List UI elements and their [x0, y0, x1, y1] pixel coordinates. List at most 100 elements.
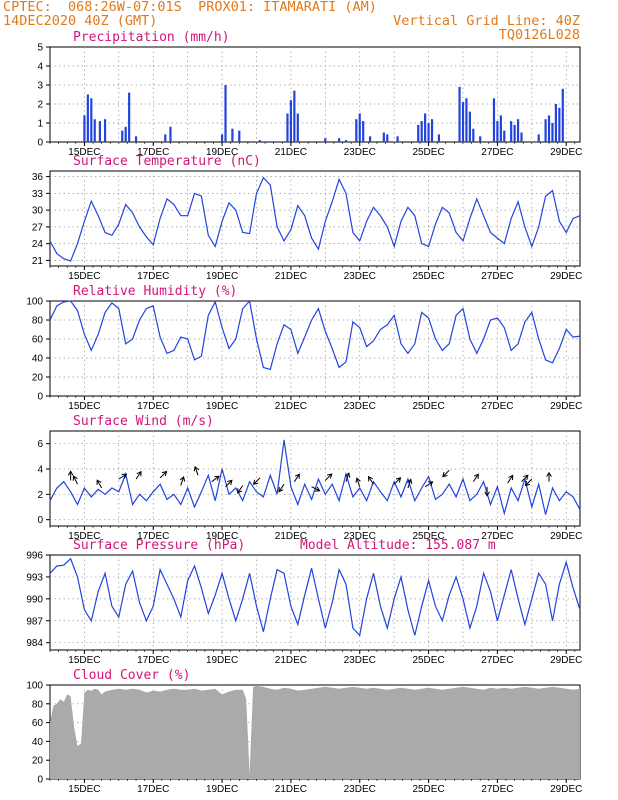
- wind-arrow-shaft: [442, 469, 450, 477]
- y-tick-label: 80: [32, 699, 44, 710]
- precip-bar: [424, 113, 427, 142]
- precip-bar: [231, 128, 234, 142]
- wind-arrow-head: [484, 491, 490, 497]
- precip-bar: [98, 121, 102, 142]
- x-tick-label: 29DEC: [550, 401, 582, 412]
- wind-arrow-head: [523, 474, 529, 480]
- precip-bar: [461, 102, 465, 142]
- wind-arrow-shaft: [237, 485, 244, 494]
- y-tick-label: 60: [32, 335, 44, 346]
- wind-arrow-head: [96, 479, 102, 485]
- panel-title: Cloud Cover (%): [73, 668, 190, 683]
- y-tick-label: 6: [37, 439, 43, 450]
- wind-arrow: [135, 470, 142, 480]
- wind-arrow-head: [395, 477, 402, 483]
- header-code: TQ0126L028: [498, 27, 580, 43]
- wind-arrow: [393, 477, 402, 485]
- y-tick-label: 30: [32, 206, 44, 217]
- precip-bar: [124, 126, 127, 142]
- wind-arrow-shaft: [345, 472, 350, 482]
- x-tick-label: 21DEC: [275, 655, 307, 666]
- wind-arrow: [546, 471, 552, 482]
- y-tick-label: 60: [32, 718, 44, 729]
- wind-arrow-head: [524, 480, 531, 487]
- wind-arrow-shaft: [253, 477, 261, 485]
- wind-arrow-head: [508, 474, 514, 481]
- precip-bar: [289, 100, 293, 142]
- panel-annotation: Model Altitude: 155.087 m: [300, 538, 496, 553]
- x-tick-label: 17DEC: [137, 784, 169, 795]
- precip-bar: [420, 121, 423, 142]
- wind-arrow: [507, 474, 514, 484]
- precip-bar: [396, 136, 399, 142]
- wind-arrow: [406, 478, 413, 489]
- panel-precip: Precipitation (mm/h) 0 1 2 3 4 5 15DEC 17DEC 19DE…: [37, 30, 582, 158]
- precip-bar: [551, 123, 554, 142]
- precip-bar: [368, 136, 372, 142]
- x-tick-label: 17DEC: [137, 655, 169, 666]
- x-tick-label: 17DEC: [137, 271, 169, 282]
- header-grid-line: Vertical Grid Line: 40Z: [393, 13, 580, 29]
- y-tick-label: 33: [32, 189, 44, 200]
- x-tick-label: 27DEC: [481, 784, 513, 795]
- precip-bar: [358, 113, 361, 142]
- precip-bar: [468, 111, 471, 142]
- precip-bar: [121, 130, 124, 142]
- x-tick-label: 15DEC: [68, 655, 100, 666]
- wind-arrow-shaft: [356, 478, 361, 487]
- precip-bar: [503, 130, 506, 142]
- precip-bar: [516, 119, 520, 142]
- x-tick-label: 25DEC: [412, 531, 444, 542]
- precip-bar: [499, 115, 502, 142]
- x-tick-label: 29DEC: [550, 271, 582, 282]
- y-tick-label: 2: [37, 100, 43, 111]
- wind-arrow: [179, 476, 186, 486]
- wind-arrow-head: [252, 479, 259, 485]
- x-tick-label: 15DEC: [68, 784, 100, 795]
- wind-arrow-shaft: [293, 473, 300, 482]
- y-tick-label: 5: [37, 43, 43, 54]
- precip-bar: [337, 138, 341, 142]
- x-tick-label: 15DEC: [68, 147, 100, 158]
- wind-arrow: [367, 475, 374, 485]
- wind-arrow-head: [237, 488, 243, 494]
- precip-bar: [93, 119, 96, 142]
- wind-arrow-head: [427, 481, 434, 487]
- precip-bar: [258, 140, 262, 142]
- wind-arrow: [67, 470, 74, 481]
- wind-arrow-head: [136, 470, 142, 477]
- panel-frame: [49, 170, 581, 267]
- x-tick-label: 17DEC: [137, 401, 169, 412]
- precip-bar: [238, 130, 241, 142]
- wind-arrow-head: [161, 470, 168, 477]
- y-tick-label: 0: [37, 775, 43, 786]
- wind-arrow-head: [214, 475, 220, 481]
- y-tick-label: 0: [37, 515, 43, 526]
- wind-arrow-head: [294, 473, 300, 479]
- y-tick-label: 40: [32, 354, 44, 365]
- wind-line: [49, 439, 581, 516]
- wind-arrow: [442, 469, 450, 478]
- y-tick-label: 0: [37, 138, 43, 149]
- y-tick-label: 1: [37, 119, 43, 130]
- wind-arrow-shaft: [96, 479, 103, 489]
- wind-arrow: [278, 483, 285, 493]
- wind-arrow-shaft: [211, 475, 220, 483]
- wind-arrow-shaft: [368, 476, 374, 485]
- x-tick-label: 27DEC: [481, 401, 513, 412]
- x-tick-label: 21DEC: [275, 784, 307, 795]
- wind-arrow: [225, 479, 233, 488]
- wind-arrow-shaft: [424, 481, 433, 488]
- wind-arrow-shaft: [180, 476, 185, 486]
- panel-press: Surface Pressure (hPa) Model Altitude: 15…: [26, 538, 582, 666]
- precip-bar: [537, 134, 540, 142]
- precip-bar: [296, 113, 299, 142]
- wind-arrow: [252, 477, 261, 485]
- precip-bar: [90, 98, 93, 142]
- x-tick-label: 21DEC: [275, 531, 307, 542]
- x-tick-label: 27DEC: [481, 655, 513, 666]
- precip-bar: [554, 104, 558, 142]
- precip-bar: [220, 134, 224, 142]
- wind-arrow: [324, 473, 333, 481]
- x-tick-label: 21DEC: [275, 401, 307, 412]
